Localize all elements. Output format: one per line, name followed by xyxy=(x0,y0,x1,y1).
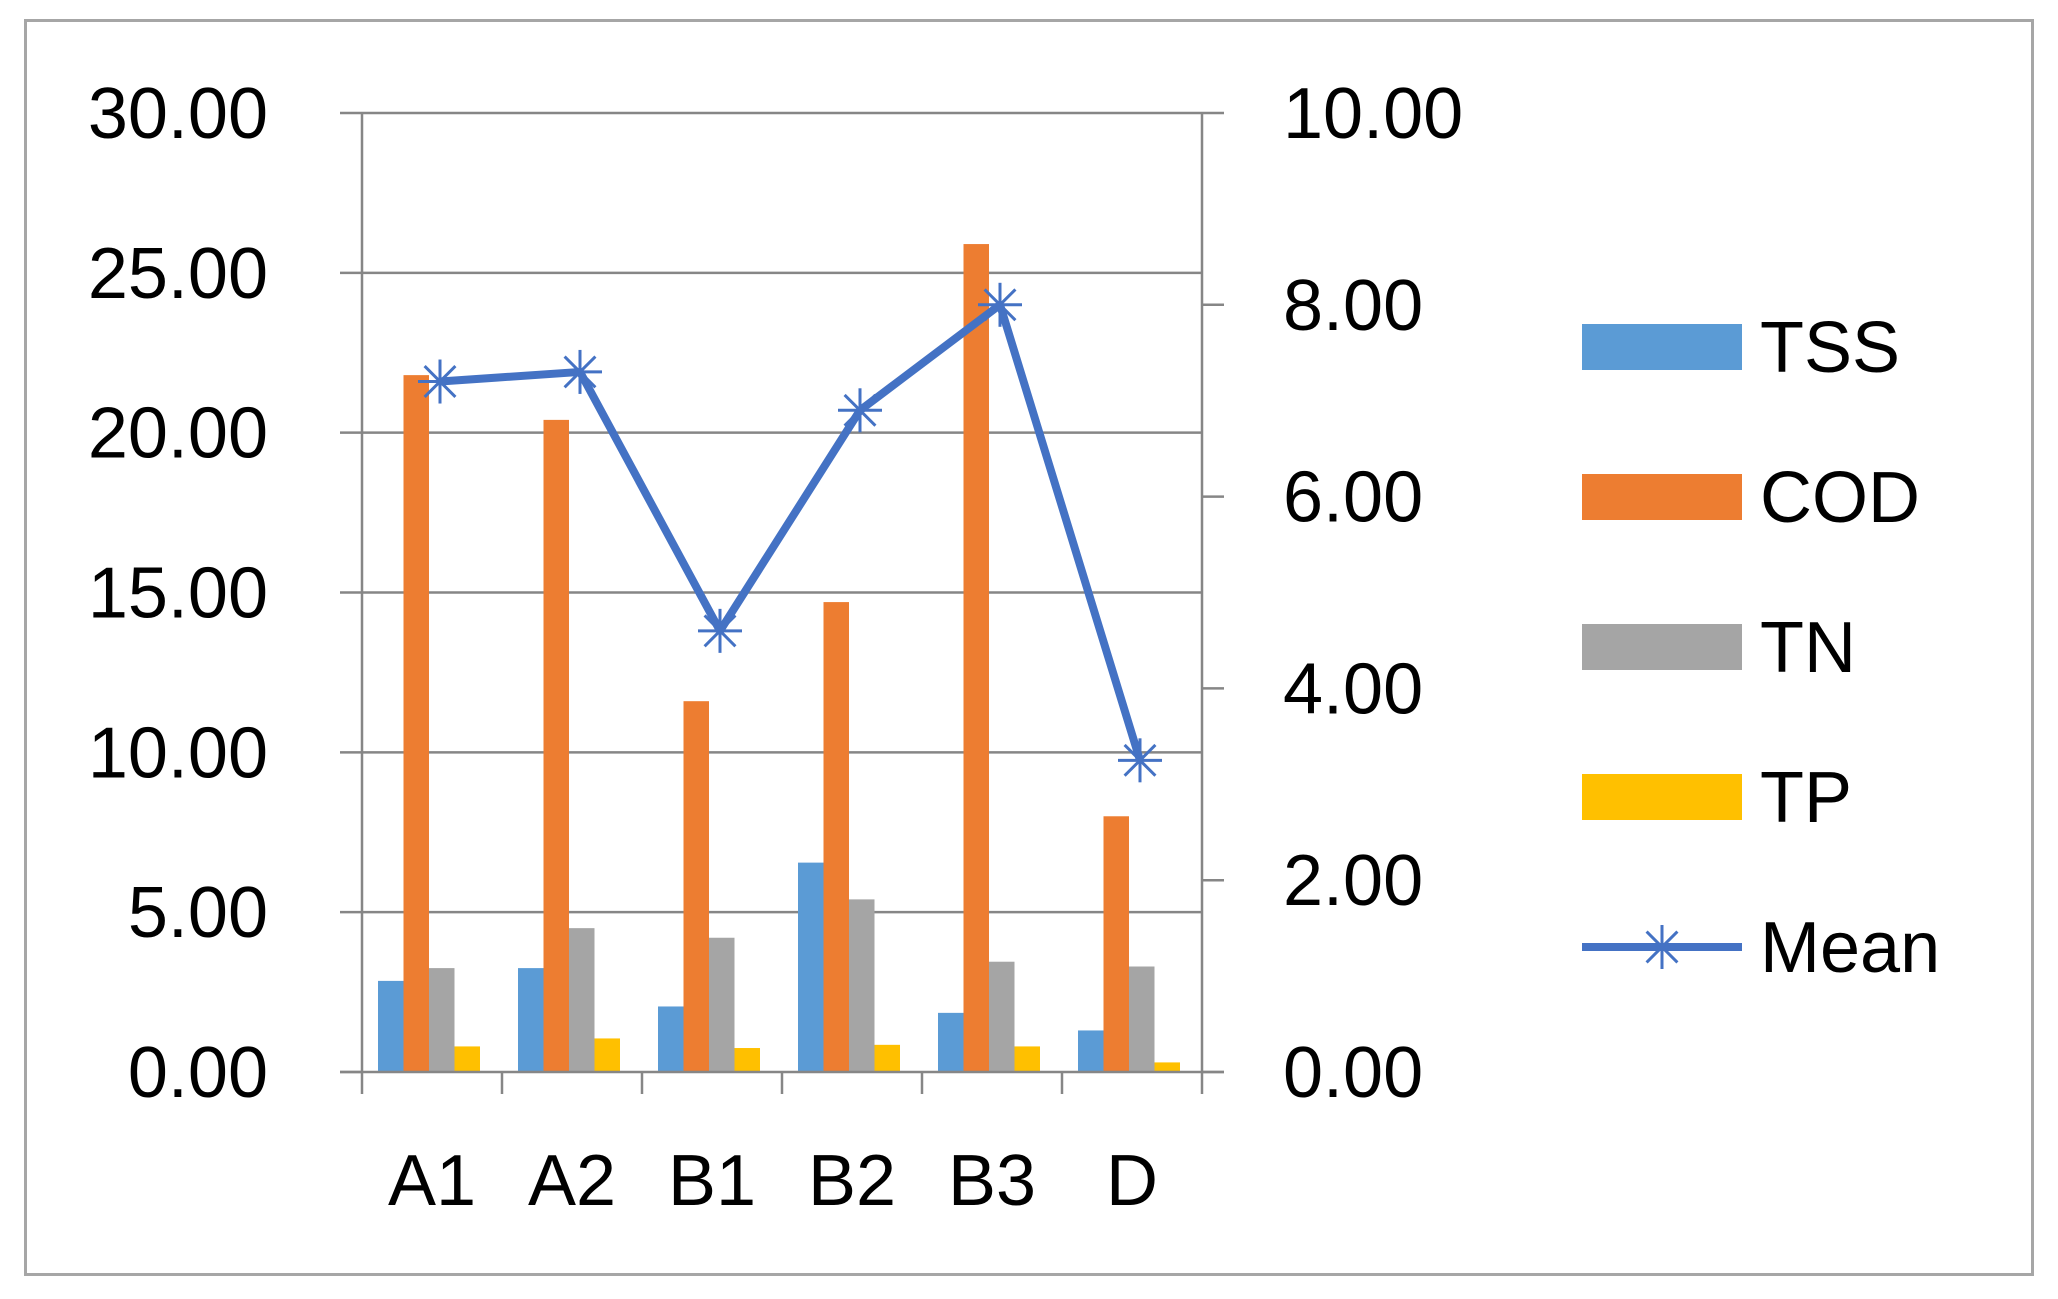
bar-tn xyxy=(709,937,735,1072)
bar-tn xyxy=(569,928,595,1072)
marker-stroke xyxy=(1645,930,1679,964)
left-axis-tick-label: 5.00 xyxy=(128,873,268,953)
legend-swatch-cod xyxy=(1582,474,1742,520)
axes xyxy=(340,111,1224,1094)
bar-cod xyxy=(963,244,989,1072)
tick-labels: 0.00 5.00 10.00 15.00 20.00 25.00 30.00 0.00 2.0… xyxy=(88,74,1463,1221)
bar-cod xyxy=(683,701,709,1072)
legend: TSS COD TN TP Mean xyxy=(1582,308,1940,988)
x-axis-tick-label: B3 xyxy=(948,1141,1036,1221)
legend-marker-mean xyxy=(1640,925,1684,969)
right-axis-tick-label: 8.00 xyxy=(1283,266,1423,346)
legend-swatch-tp xyxy=(1582,774,1742,820)
bar-cod xyxy=(543,419,569,1072)
bar-tss xyxy=(938,1012,964,1072)
marker-stroke xyxy=(843,393,877,427)
legend-label-tp: TP xyxy=(1760,758,1852,838)
bar-tn xyxy=(989,961,1015,1072)
x-axis-tick-label: A2 xyxy=(528,1141,616,1221)
left-axis-tick-label: 25.00 xyxy=(88,234,268,314)
legend-swatch-tss xyxy=(1582,324,1742,370)
bar-cod xyxy=(1103,816,1129,1072)
left-axis-tick-label: 20.00 xyxy=(88,394,268,474)
legend-label-tss: TSS xyxy=(1760,308,1900,388)
right-axis-tick-label: 0.00 xyxy=(1283,1033,1423,1113)
bar-tp xyxy=(1014,1046,1040,1072)
right-axis-tick-label: 4.00 xyxy=(1283,649,1423,729)
bar-tp xyxy=(874,1044,900,1072)
bar-tn xyxy=(1129,966,1155,1072)
bar-tp xyxy=(1154,1062,1180,1072)
legend-label-mean: Mean xyxy=(1760,908,1940,988)
point-mean xyxy=(978,282,1022,327)
bar-tss xyxy=(658,1006,684,1072)
line-mean xyxy=(439,300,1144,762)
bar-tp xyxy=(594,1038,620,1072)
point-mean xyxy=(698,608,742,653)
bar-tss xyxy=(798,862,824,1072)
marker-stroke xyxy=(703,614,737,648)
legend-label-cod: COD xyxy=(1760,458,1920,538)
left-axis-tick-label: 30.00 xyxy=(88,74,268,154)
point-mean xyxy=(1118,738,1162,783)
bar-tn xyxy=(849,899,875,1072)
x-axis-tick-label: B1 xyxy=(668,1141,756,1221)
marker-stroke xyxy=(1123,743,1157,777)
legend-label-tn: TN xyxy=(1760,608,1856,688)
point-mean xyxy=(838,388,882,433)
bar-tss xyxy=(1078,1030,1104,1072)
right-axis-tick-label: 2.00 xyxy=(1283,841,1423,921)
x-axis-tick-label: D xyxy=(1106,1141,1158,1221)
point-mean xyxy=(418,359,462,404)
bar-cod xyxy=(403,375,429,1072)
legend-swatch-tn xyxy=(1582,624,1742,670)
marker-stroke xyxy=(423,365,457,398)
gridlines xyxy=(362,111,1202,914)
bar-tss xyxy=(518,968,544,1072)
x-axis-tick-label: A1 xyxy=(388,1141,476,1221)
left-axis-tick-label: 15.00 xyxy=(88,554,268,634)
bar-cod xyxy=(823,602,849,1072)
marker-stroke xyxy=(983,288,1017,322)
point-mean xyxy=(558,349,602,394)
right-axis-tick-label: 6.00 xyxy=(1283,458,1423,538)
bars xyxy=(378,244,1180,1072)
bar-tn xyxy=(429,968,455,1072)
right-axis-tick-label: 10.00 xyxy=(1283,74,1463,154)
bar-tp xyxy=(454,1046,480,1072)
left-axis-tick-label: 10.00 xyxy=(88,713,268,793)
mean-line-series xyxy=(418,282,1162,783)
x-axis-tick-label: B2 xyxy=(808,1141,896,1221)
bar-tp xyxy=(734,1048,760,1072)
left-axis-tick-label: 0.00 xyxy=(128,1033,268,1113)
marker-stroke xyxy=(563,355,597,389)
bar-tss xyxy=(378,980,404,1072)
